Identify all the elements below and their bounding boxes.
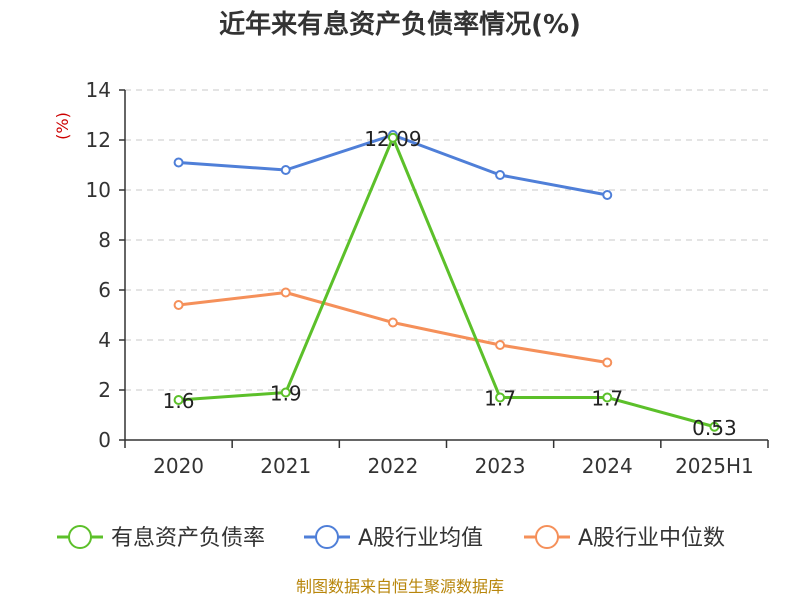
data-labels: 1.6 1.9 12.09 1.7 1.7 0.53 (163, 127, 737, 440)
legend-item: 有息资产负债率 (57, 525, 265, 551)
legend-label: A股行业中位数 (578, 526, 725, 551)
legend-item: A股行业均值 (304, 525, 483, 551)
x-tick-label: 2021 (260, 454, 311, 478)
legend-label: A股行业均值 (358, 526, 483, 551)
chart-title: 近年来有息资产负债率情况(%) (219, 9, 581, 40)
legend-marker (68, 525, 92, 549)
legend: 有息资产负债率 A股行业均值 A股行业中位数 (57, 525, 725, 551)
data-label: 12.09 (364, 127, 421, 151)
data-label: 0.53 (692, 416, 737, 440)
data-point (602, 190, 613, 200)
y-tick-label: 0 (98, 428, 111, 452)
legend-marker (315, 525, 339, 549)
y-tick-label: 14 (86, 78, 111, 102)
y-axis-unit-label: (%) (53, 112, 72, 140)
data-label: 1.9 (270, 382, 302, 406)
series-layer (173, 130, 720, 432)
x-tick-label: 2022 (367, 454, 418, 478)
x-tick-label: 2025H1 (675, 454, 754, 478)
data-label: 1.7 (484, 387, 516, 411)
data-point (709, 421, 720, 432)
x-tick-label: 2023 (475, 454, 526, 478)
x-tick-label: 2024 (582, 454, 633, 478)
data-point (280, 165, 291, 175)
data-point (495, 170, 506, 180)
y-tick-label: 10 (86, 178, 111, 202)
data-point (387, 132, 398, 143)
y-tick-label: 6 (98, 278, 111, 302)
series-line (178, 136, 715, 429)
x-tick-label: 2020 (153, 454, 204, 478)
data-point (495, 340, 506, 350)
data-point (173, 157, 184, 168)
y-tick-label: 2 (98, 378, 111, 402)
legend-marker (535, 525, 559, 549)
legend-label: 有息资产负债率 (111, 526, 265, 551)
series-0 (173, 132, 720, 432)
data-point (602, 357, 613, 368)
data-point (280, 387, 291, 398)
data-point (173, 395, 184, 405)
data-label: 1.6 (163, 389, 195, 413)
y-tick-label: 8 (98, 228, 111, 252)
data-label: 1.7 (591, 387, 623, 411)
series-2 (173, 287, 613, 368)
data-point (280, 287, 291, 298)
y-tick-label: 4 (98, 328, 111, 352)
source-note: 制图数据来自恒生聚源数据库 (296, 577, 504, 596)
y-tick-label: 12 (86, 128, 111, 152)
legend-item: A股行业中位数 (524, 525, 725, 551)
axes: 0 2 4 6 8 10 12 14 2020 2021 2022 2023 2024 2025H1 (86, 78, 769, 478)
data-point (387, 317, 398, 328)
gridlines (125, 89, 768, 391)
data-point (173, 300, 184, 310)
data-point (495, 392, 506, 403)
data-point (602, 392, 613, 403)
